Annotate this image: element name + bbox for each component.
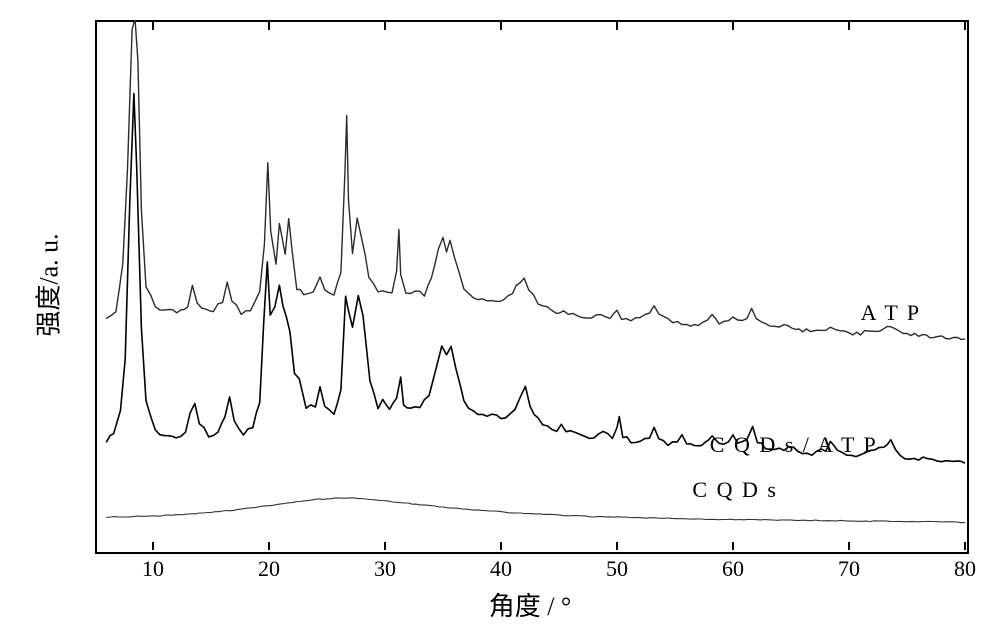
x-tick-label: 20 [258,556,280,582]
x-tick-top [500,22,502,30]
x-tick [732,542,734,550]
x-tick-label: 40 [490,556,512,582]
x-tick [152,542,154,550]
trace-lines [0,0,1000,627]
x-tick [616,542,618,550]
trace-label-cqds_atp: C Q D s / A T P [710,432,878,458]
x-tick-label: 30 [374,556,396,582]
trace-cqds [107,498,965,523]
x-tick-top [732,22,734,30]
x-tick [384,542,386,550]
x-tick-label: 70 [838,556,860,582]
trace-cqds_atp [107,94,965,464]
x-tick-top [616,22,618,30]
y-axis-label: 强度/a. u. [29,233,66,336]
trace-label-atp: A T P [861,300,922,326]
x-tick [268,542,270,550]
x-tick-label: 10 [142,556,164,582]
x-tick-top [268,22,270,30]
trace-label-cqds: C Q D s [692,477,778,503]
x-tick-label: 80 [954,556,976,582]
x-tick-label: 60 [722,556,744,582]
x-tick-top [964,22,966,30]
xrd-figure: 10 20 30 40 50 60 70 80 A T P C Q D s / A T P C Q … [0,0,1000,627]
x-tick-top [848,22,850,30]
x-tick [964,542,966,550]
x-tick-top [152,22,154,30]
x-tick [848,542,850,550]
x-tick [500,542,502,550]
x-tick-label: 50 [606,556,628,582]
trace-atp [107,18,965,339]
x-axis-label: 角度 / ° [489,586,572,623]
x-tick-top [384,22,386,30]
